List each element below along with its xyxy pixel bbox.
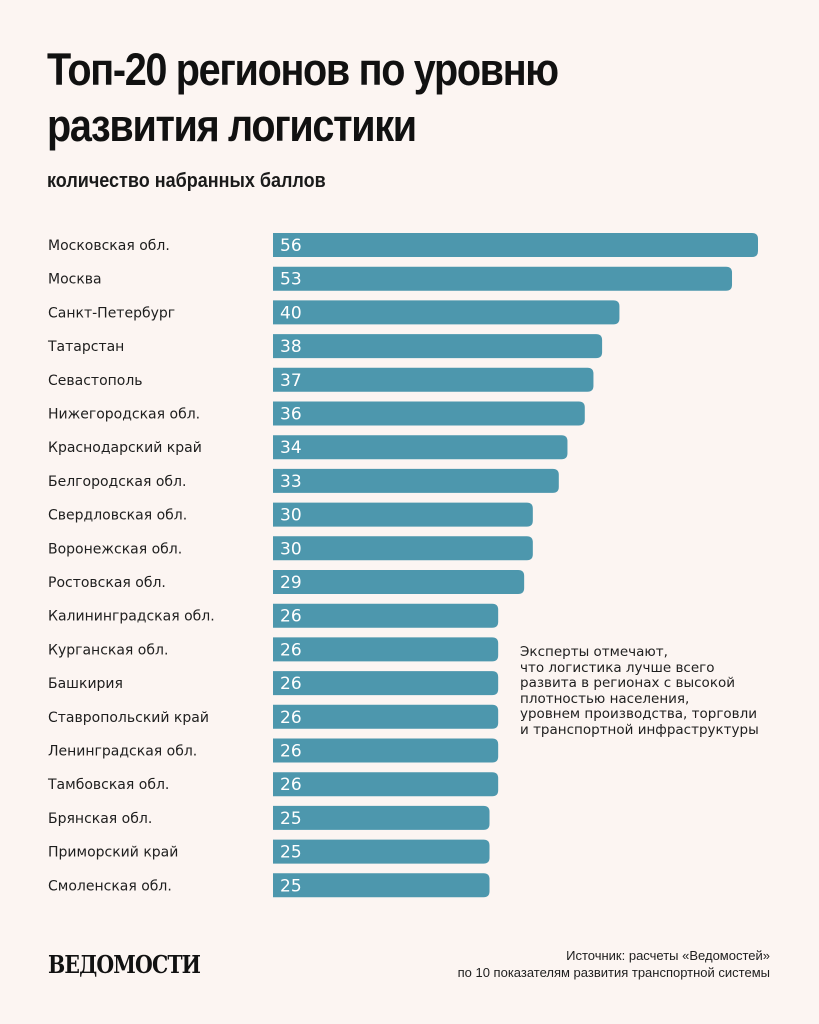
vedomosti-logo: ВЕДОМОСТИ [48, 950, 201, 979]
bar-value-label: 53 [280, 270, 302, 290]
bar-row: Санкт-Петербург 40 [48, 300, 620, 325]
bar-row: Ленинградская обл. 26 [48, 738, 499, 763]
bar [273, 671, 499, 696]
bar-value-label: 26 [280, 775, 302, 795]
bar-row: Татарстан 38 [47, 334, 603, 359]
bar-row: Нижегородская обл. 36 [48, 401, 585, 426]
bar-value-label: 30 [280, 506, 302, 526]
category-label: Воронежская обл. [48, 541, 182, 557]
category-label: Московская обл. [48, 238, 170, 254]
chart-title-line-1: Топ-20 регионов по уровню [47, 44, 559, 95]
chart-title-line-2: развития логистики [47, 100, 417, 151]
bar [273, 772, 499, 797]
bar-row: Севастополь 37 [48, 367, 594, 392]
bar [273, 468, 559, 493]
category-label: Москва [48, 272, 102, 288]
bar-row: Брянская обл. 25 [48, 805, 490, 830]
bar [273, 334, 603, 359]
bar [273, 401, 585, 426]
bar-value-label: 30 [280, 539, 302, 559]
chart-subtitle: количество набранных баллов [47, 170, 326, 192]
bar [273, 435, 568, 460]
bar [273, 805, 490, 830]
category-label: Курганская обл. [48, 642, 168, 658]
annotation-note: Эксперты отмечают, что логистика лучше в… [520, 644, 759, 738]
bar [273, 873, 490, 898]
bar-row: Башкирия 26 [48, 671, 499, 696]
bar [273, 536, 533, 561]
bar [273, 704, 499, 729]
bar-value-label: 40 [280, 303, 302, 323]
category-label: Татарстан [47, 339, 124, 355]
bar-row: Приморский край 25 [48, 839, 490, 864]
category-label: Брянская обл. [48, 811, 152, 827]
category-label: Краснодарский край [48, 440, 202, 456]
bar-value-label: 25 [280, 876, 302, 896]
category-label: Приморский край [48, 845, 178, 861]
bar-value-label: 29 [280, 573, 302, 593]
category-label: Смоленская обл. [48, 878, 172, 894]
bar [273, 502, 533, 527]
category-label: Калининградская обл. [48, 609, 215, 625]
category-label: Ставропольский край [48, 710, 209, 726]
bar-value-label: 26 [280, 607, 302, 627]
bar-value-label: 38 [280, 337, 302, 357]
bar [273, 300, 620, 325]
bar-value-label: 26 [280, 708, 302, 728]
bar-row: Ростовская обл. 29 [48, 570, 525, 594]
chart-title: Топ-20 регионов по уровню развития логис… [47, 42, 698, 154]
category-label: Ленинградская обл. [48, 744, 197, 760]
bar [273, 637, 499, 662]
bar [273, 603, 499, 628]
bar-value-label: 26 [280, 640, 302, 660]
bar [273, 738, 499, 763]
bar-row: Воронежская обл. 30 [48, 536, 533, 561]
category-label: Нижегородская обл. [48, 407, 200, 423]
bar-row: Ставропольский край 26 [48, 704, 499, 729]
bar-value-label: 56 [280, 236, 302, 256]
source-line-2: по 10 показателям развития транспортной … [457, 965, 770, 980]
bar [273, 266, 733, 291]
category-label: Ростовская обл. [48, 575, 166, 591]
bar-value-label: 26 [280, 674, 302, 694]
category-label: Тамбовская обл. [47, 777, 169, 793]
bar-value-label: 25 [280, 809, 302, 829]
bar-row: Калининградская обл. 26 [48, 603, 499, 628]
source-note: Источник: расчеты «Ведомостей» по 10 пок… [458, 947, 770, 981]
category-label: Свердловская обл. [48, 508, 187, 524]
bar-row: Тамбовская обл. 26 [47, 772, 499, 797]
bar [273, 570, 525, 594]
bar-value-label: 25 [280, 843, 302, 863]
bar [273, 367, 594, 392]
bar-row: Московская обл. 56 [48, 233, 758, 257]
bar-row: Белгородская обл. 33 [48, 468, 559, 493]
category-label: Белгородская обл. [48, 474, 186, 490]
bar [273, 839, 490, 864]
bar-value-label: 37 [280, 371, 302, 391]
category-label: Башкирия [48, 676, 123, 692]
bar-value-label: 36 [280, 405, 302, 425]
bar-row: Свердловская обл. 30 [48, 502, 533, 527]
bar-value-label: 34 [280, 438, 302, 458]
bar-value-label: 33 [280, 472, 302, 492]
bar-value-label: 26 [280, 742, 302, 762]
bar [273, 233, 758, 257]
bar-row: Краснодарский край 34 [48, 435, 568, 460]
category-label: Санкт-Петербург [48, 305, 175, 321]
bar-row: Смоленская обл. 25 [48, 873, 490, 898]
category-label: Севастополь [48, 373, 143, 389]
bar-row: Курганская обл. 26 [48, 637, 499, 662]
bar-row: Москва 53 [48, 266, 733, 291]
source-line-1: Источник: расчеты «Ведомостей» [566, 948, 770, 963]
